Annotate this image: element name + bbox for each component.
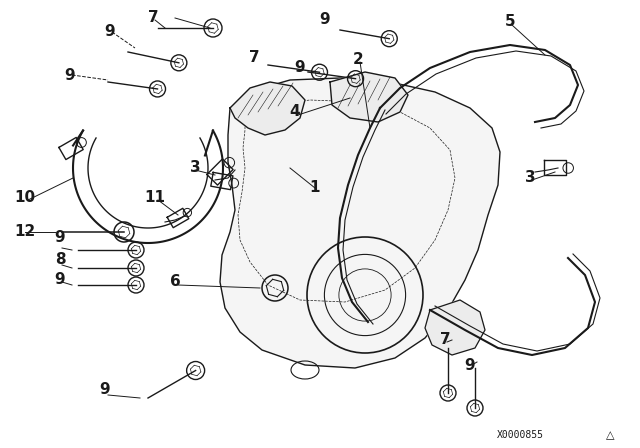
Text: 9: 9 (105, 25, 115, 39)
Polygon shape (220, 78, 500, 368)
Text: 1: 1 (310, 181, 320, 195)
Text: 12: 12 (14, 224, 36, 240)
Text: 9: 9 (465, 358, 476, 372)
Polygon shape (425, 300, 485, 355)
Text: 10: 10 (15, 190, 36, 206)
Text: 7: 7 (249, 51, 259, 65)
Text: 4: 4 (290, 104, 300, 120)
Text: 2: 2 (353, 52, 364, 68)
Text: 9: 9 (294, 60, 305, 76)
Text: 9: 9 (320, 13, 330, 27)
Text: 11: 11 (145, 190, 166, 206)
Text: 9: 9 (65, 68, 76, 82)
Text: 7: 7 (148, 10, 158, 26)
Text: X0000855: X0000855 (497, 430, 543, 440)
Text: 9: 9 (54, 231, 65, 246)
Text: 5: 5 (505, 14, 515, 30)
Text: 8: 8 (54, 253, 65, 267)
Polygon shape (330, 72, 408, 122)
Text: 3: 3 (525, 171, 535, 185)
Polygon shape (230, 82, 305, 135)
Text: 7: 7 (440, 332, 451, 348)
Text: 3: 3 (189, 160, 200, 176)
Text: 6: 6 (170, 275, 180, 289)
Text: 9: 9 (54, 272, 65, 288)
Text: 9: 9 (100, 383, 110, 397)
Text: △: △ (605, 430, 614, 440)
